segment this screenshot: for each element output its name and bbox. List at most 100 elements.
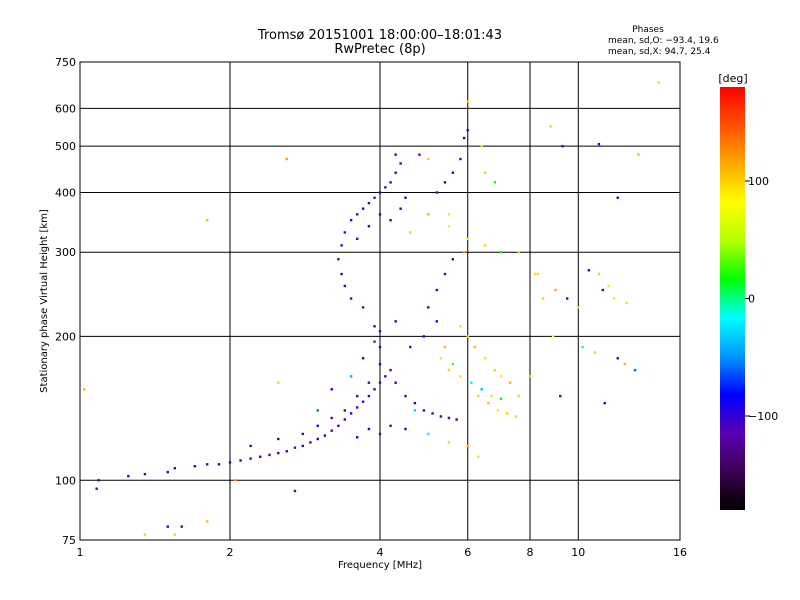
data-point [447, 213, 451, 216]
data-point [277, 437, 280, 441]
data-point [422, 335, 426, 338]
data-point [340, 244, 343, 247]
data-point [277, 381, 280, 384]
data-point [239, 459, 242, 462]
data-point [349, 412, 353, 415]
data-point [508, 381, 512, 384]
data-point [534, 272, 537, 276]
data-point [173, 533, 177, 536]
data-point [447, 368, 451, 372]
x-tick-label: 4 [377, 546, 384, 559]
data-point [466, 128, 469, 132]
data-point [340, 272, 343, 276]
data-point [394, 171, 397, 174]
data-point [217, 463, 221, 466]
data-point [301, 432, 305, 436]
data-point [404, 196, 407, 199]
data-point [384, 186, 387, 189]
data-point [637, 153, 640, 156]
data-point [451, 171, 455, 174]
data-point [483, 171, 487, 174]
data-point [309, 441, 312, 444]
data-point [459, 157, 462, 161]
data-point [361, 357, 365, 360]
data-point [607, 284, 610, 288]
colorbar-tick-label: 100 [748, 175, 769, 188]
data-point [367, 225, 371, 228]
data-point [470, 381, 473, 384]
data-point [361, 207, 365, 210]
data-point [384, 375, 387, 378]
data-point [418, 153, 421, 156]
data-point [413, 409, 417, 412]
data-point [427, 432, 430, 436]
data-point [285, 450, 288, 453]
data-point [623, 362, 627, 366]
data-point [447, 441, 451, 444]
data-point [378, 345, 382, 349]
data-point [205, 520, 209, 523]
data-point [455, 418, 458, 421]
data-point [477, 455, 480, 458]
data-point [355, 237, 359, 241]
y-tick-label: 100 [55, 474, 76, 487]
data-point [447, 416, 451, 420]
data-point [373, 325, 376, 328]
data-point [404, 427, 407, 431]
data-point [565, 297, 569, 300]
data-point [577, 306, 580, 309]
data-point [249, 444, 252, 448]
data-point [330, 388, 333, 391]
data-point [487, 401, 490, 405]
y-ticks: 75 100 200 300 400 500 600 750 [55, 56, 76, 547]
data-point [493, 181, 497, 184]
phase-colorbar: [deg] 100 0 −100 [718, 72, 778, 510]
x-tick-label: 1 [77, 546, 84, 559]
stats-heading: Phases [632, 25, 664, 35]
data-point [367, 381, 371, 384]
data-point [399, 162, 402, 165]
data-point [625, 301, 628, 305]
data-point [601, 288, 605, 292]
data-point [477, 394, 480, 398]
data-point [323, 434, 327, 437]
data-point [277, 451, 280, 455]
x-tick-label: 10 [571, 546, 585, 559]
data-point [285, 157, 288, 161]
data-point [435, 191, 438, 194]
data-point [499, 251, 503, 254]
data-point [373, 196, 376, 199]
data-point [373, 388, 376, 391]
data-point [603, 401, 606, 405]
data-point [462, 136, 466, 140]
data-point [451, 258, 455, 261]
data-point [409, 231, 412, 234]
data-point [293, 489, 297, 493]
data-point [517, 394, 521, 398]
data-point [422, 409, 426, 412]
data-point [554, 288, 557, 292]
y-tick-label: 400 [55, 186, 76, 199]
data-point [480, 388, 483, 391]
data-point [316, 437, 319, 441]
data-point [451, 362, 455, 366]
data-point [528, 375, 532, 378]
data-point [435, 288, 438, 292]
data-point [378, 213, 382, 216]
data-point [612, 297, 616, 300]
data-point [378, 381, 382, 384]
colorbar-label: [deg] [718, 72, 747, 85]
data-point [427, 306, 430, 309]
data-point [293, 446, 297, 449]
data-point [193, 465, 197, 468]
data-point [616, 196, 619, 199]
data-point [597, 142, 601, 146]
data-point [97, 479, 100, 482]
data-point [166, 525, 169, 528]
data-point [205, 463, 209, 466]
data-point [443, 345, 447, 349]
data-point [268, 453, 271, 457]
data-point [499, 397, 503, 401]
data-point [517, 251, 521, 254]
data-point [343, 284, 347, 288]
